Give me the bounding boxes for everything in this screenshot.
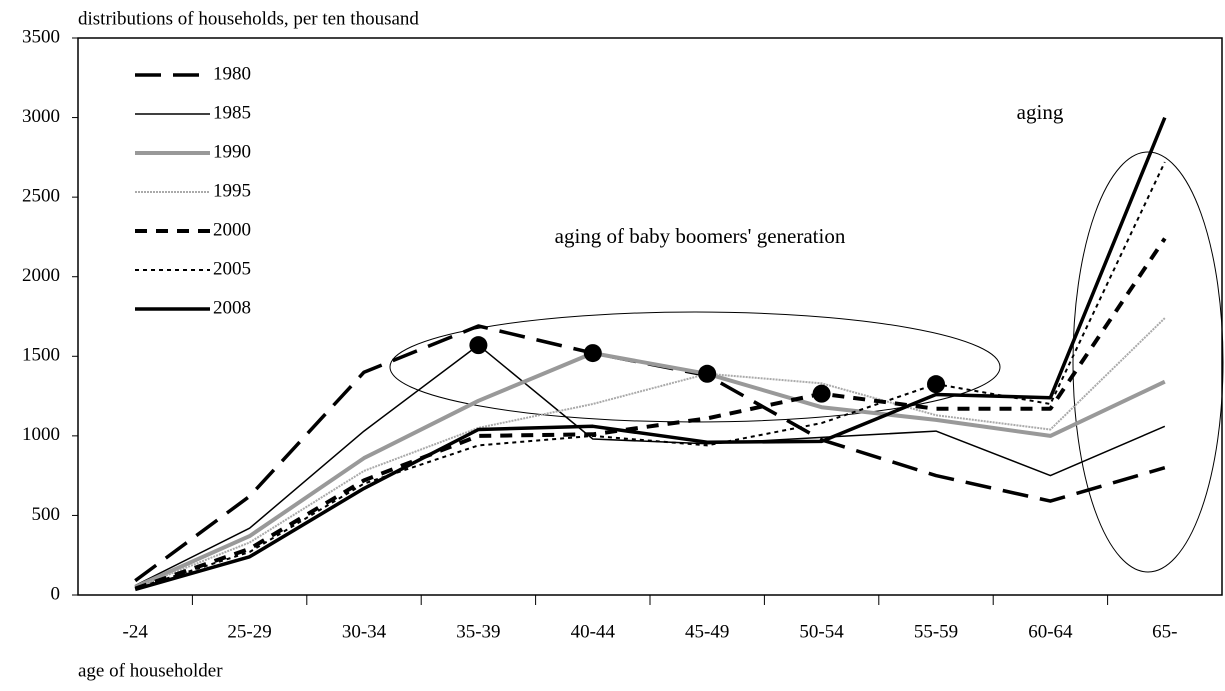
legend-label: 1985: [213, 102, 251, 123]
series-line: [134, 344, 1166, 587]
series-line: [134, 317, 1166, 589]
x-tick-label: 45-49: [685, 621, 729, 642]
x-tick-label: 35-39: [456, 621, 500, 642]
cohort-marker: [583, 344, 602, 363]
legend-label: 1995: [213, 180, 251, 201]
x-tick-label: 55-59: [914, 621, 958, 642]
x-tick-label: 30-34: [342, 621, 387, 642]
x-tick-label: 60-64: [1028, 621, 1073, 642]
y-tick-label: 1000: [22, 424, 60, 445]
y-tick-label: 2000: [22, 265, 60, 286]
legend-label: 1980: [213, 63, 251, 84]
x-tick-label: 50-54: [799, 621, 844, 642]
y-axis-title: distributions of households, per ten tho…: [78, 8, 419, 29]
y-tick-label: 2500: [22, 186, 60, 207]
x-tick-label: 65-: [1152, 621, 1177, 642]
series-line: [134, 237, 1167, 591]
annotation: aging: [1017, 100, 1064, 124]
legend-label: 2000: [213, 219, 251, 240]
legend-label: 2008: [213, 297, 251, 318]
series-line: [134, 161, 1166, 590]
y-tick-label: 0: [51, 583, 61, 604]
y-tick-label: 500: [32, 504, 61, 525]
y-tick-label: 3000: [22, 106, 60, 127]
cohort-marker: [812, 384, 831, 403]
legend-label: 1990: [213, 141, 251, 162]
legend-label: 2005: [213, 258, 251, 279]
cohort-marker: [927, 375, 945, 394]
series-line: [134, 116, 1167, 592]
x-tick-label: 25-29: [227, 621, 271, 642]
cohort-marker: [469, 336, 488, 355]
y-tick-label: 1500: [22, 345, 60, 366]
annotation: aging of baby boomers' generation: [555, 224, 846, 248]
y-tick-label: 3500: [22, 26, 60, 47]
x-axis-title: age of householder: [78, 660, 223, 681]
cohort-marker: [698, 364, 717, 383]
x-tick-label: -24: [123, 621, 149, 642]
aging-ellipse: [1072, 151, 1224, 573]
x-tick-label: 40-44: [571, 621, 616, 642]
series-line: [134, 351, 1166, 589]
